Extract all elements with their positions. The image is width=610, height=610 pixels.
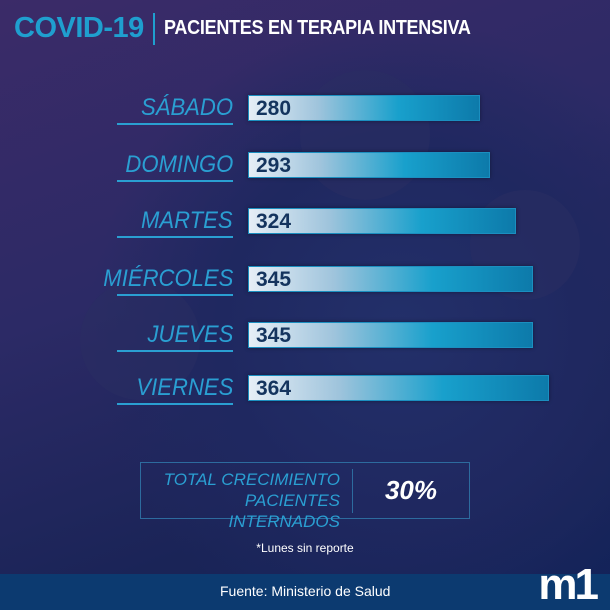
- data-label: 345: [256, 324, 292, 347]
- summary-label-line1: TOTAL CRECIMIENTO: [163, 469, 340, 489]
- label-underline: [117, 403, 233, 405]
- virus-illustration: [300, 70, 430, 200]
- bar: 324: [248, 208, 516, 234]
- category-label: VIERNES: [136, 374, 233, 401]
- data-label: 280: [256, 97, 292, 120]
- bar-row: DOMINGO 293: [0, 151, 610, 182]
- header: COVID-19 PACIENTES EN TERAPIA INTENSIVA: [14, 12, 504, 45]
- bar-row: SÁBADO 280: [0, 94, 610, 125]
- title-divider: [152, 12, 155, 45]
- summary-value: 30%: [384, 475, 438, 505]
- label-underline: [117, 294, 233, 296]
- virus-illustration: [80, 280, 200, 400]
- page-title: PACIENTES EN TERAPIA INTENSIVA: [163, 17, 471, 39]
- label-underline: [117, 236, 233, 238]
- bar-row: MIÉRCOLES 345: [0, 265, 610, 296]
- summary-label-line2: PACIENTES INTERNADOS: [228, 490, 340, 531]
- summary-label: TOTAL CRECIMIENTO PACIENTES INTERNADOS: [141, 468, 353, 531]
- data-label: 293: [256, 154, 292, 177]
- data-label: 345: [256, 268, 292, 291]
- category-label: MARTES: [141, 207, 233, 234]
- data-label: 324: [256, 210, 292, 233]
- bar: 345: [248, 322, 533, 348]
- footer-bar: Fuente: Ministerio de Salud m1: [0, 560, 610, 610]
- data-label: 364: [256, 377, 292, 400]
- summary-box: TOTAL CRECIMIENTO PACIENTES INTERNADOS 3…: [140, 462, 470, 531]
- bar-row: VIERNES 364: [0, 374, 610, 405]
- category-label: MIÉRCOLES: [102, 265, 233, 292]
- category-label: JUEVES: [147, 321, 233, 348]
- source-text: Fuente: Ministerio de Salud: [220, 583, 391, 599]
- label-underline: [117, 350, 233, 352]
- bar-row: MARTES 324: [0, 207, 610, 238]
- category-label: SÁBADO: [140, 94, 233, 121]
- label-underline: [117, 180, 233, 182]
- label-underline: [117, 123, 233, 125]
- bar: 345: [248, 266, 533, 292]
- bar: 280: [248, 95, 480, 121]
- category-label: DOMINGO: [125, 151, 233, 178]
- bar: 293: [248, 152, 490, 178]
- bar: 364: [248, 375, 549, 401]
- bar-row: JUEVES 345: [0, 321, 610, 352]
- m1-logo: m1: [538, 560, 599, 609]
- footnote: *Lunes sin reporte: [256, 541, 354, 555]
- brand-title: COVID-19: [14, 12, 144, 44]
